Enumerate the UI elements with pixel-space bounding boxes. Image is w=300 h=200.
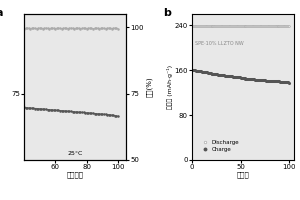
Discharge [194, 25, 198, 27]
Y-axis label: 比容量 (mAh·g⁻¹): 比容量 (mAh·g⁻¹) [167, 65, 173, 109]
Charge [283, 81, 286, 83]
X-axis label: 循环次: 循环次 [237, 172, 249, 178]
Charge [210, 72, 213, 75]
Charge [287, 81, 291, 84]
Discharge [214, 25, 218, 28]
Discharge [242, 25, 245, 28]
Charge [241, 77, 244, 79]
Charge [214, 73, 217, 75]
Text: SPE·10% LLZTO NW: SPE·10% LLZTO NW [195, 41, 244, 46]
Discharge [250, 25, 253, 28]
Y-axis label: 效率(%): 效率(%) [146, 77, 153, 97]
Discharge [287, 25, 291, 28]
Line: Charge: Charge [192, 69, 290, 83]
Discharge [211, 25, 214, 28]
Legend: Discharge, Charge: Discharge, Charge [197, 138, 242, 154]
Discharge [280, 25, 284, 28]
Line: Discharge: Discharge [192, 25, 290, 27]
Charge [248, 78, 252, 80]
Text: 25°C: 25°C [68, 151, 83, 156]
Text: b: b [164, 8, 172, 18]
Charge [191, 68, 195, 71]
Text: a: a [0, 8, 3, 18]
Discharge [191, 25, 195, 28]
Charge [280, 81, 283, 83]
Discharge [284, 25, 287, 28]
X-axis label: 循环序号: 循环序号 [66, 172, 83, 178]
